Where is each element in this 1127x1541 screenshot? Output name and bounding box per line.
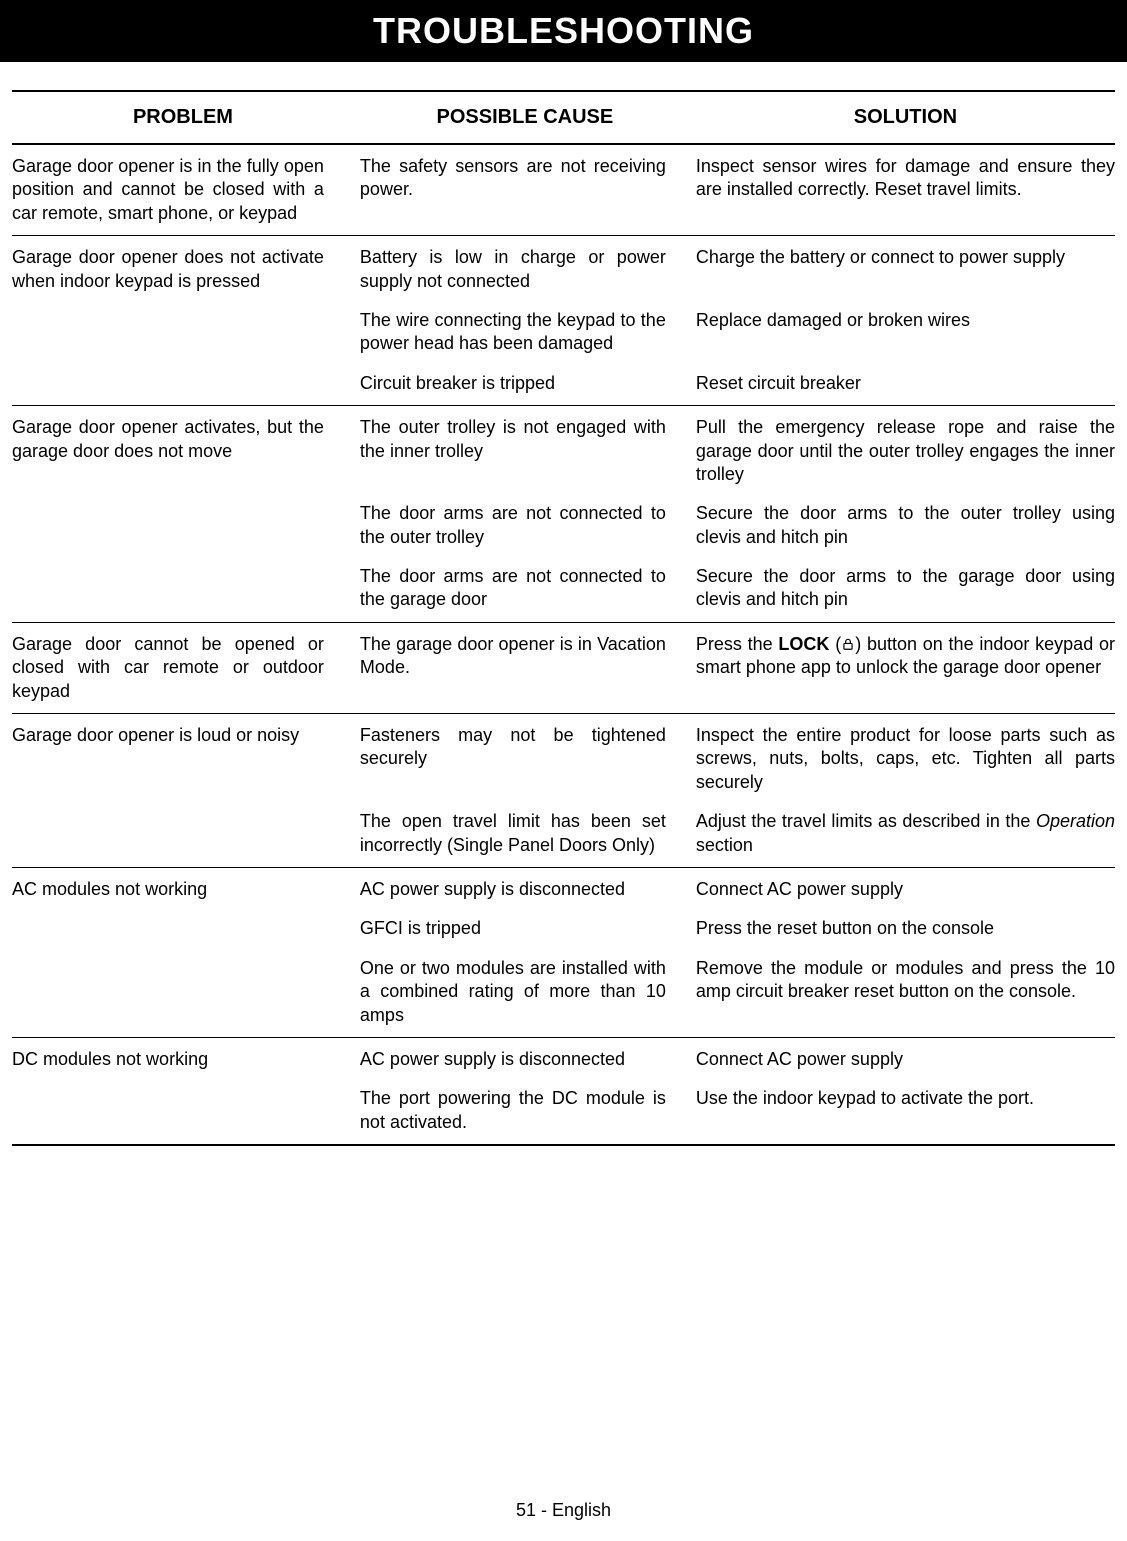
cause-cell: The port powering the DC module is not a… [354,1079,696,1145]
cause-cell: AC power supply is disconnected [354,1037,696,1079]
table-row: Garage door opener is loud or noisyFaste… [12,714,1115,803]
troubleshooting-table: PROBLEM POSSIBLE CAUSE SOLUTION Garage d… [12,90,1115,1146]
cause-cell: Fasteners may not be tightened securely [354,714,696,803]
cause-cell: The outer trolley is not engaged with th… [354,406,696,495]
solution-cell: Inspect the entire product for loose par… [696,714,1115,803]
problem-cell: DC modules not working [12,1037,354,1145]
solution-cell: Use the indoor keypad to activate the po… [696,1079,1115,1145]
problem-cell: Garage door opener activates, but the ga… [12,406,354,622]
problem-cell: Garage door cannot be opened or closed w… [12,622,354,713]
cause-cell: GFCI is tripped [354,909,696,948]
solution-cell: Connect AC power supply [696,1037,1115,1079]
solution-cell: Replace damaged or broken wires [696,301,1115,364]
lock-icon [841,634,855,648]
solution-cell: Remove the module or modules and press t… [696,949,1115,1037]
solution-cell: Press the LOCK () button on the indoor k… [696,622,1115,713]
cause-cell: The safety sensors are not receiving pow… [354,144,696,235]
content-area: PROBLEM POSSIBLE CAUSE SOLUTION Garage d… [0,90,1127,1146]
cause-cell: AC power supply is disconnected [354,867,696,909]
problem-cell: Garage door opener is loud or noisy [12,714,354,867]
solution-cell: Secure the door arms to the garage door … [696,557,1115,622]
table-row: Garage door cannot be opened or closed w… [12,622,1115,713]
table-row: DC modules not workingAC power supply is… [12,1037,1115,1079]
cause-cell: The door arms are not connected to the o… [354,494,696,557]
cause-cell: Battery is low in charge or power supply… [354,236,696,301]
page-footer: 51 - English [0,1500,1127,1521]
table-body: Garage door opener is in the fully open … [12,144,1115,1145]
solution-cell: Press the reset button on the console [696,909,1115,948]
col-problem: PROBLEM [12,91,354,144]
cause-cell: The garage door opener is in Vacation Mo… [354,622,696,713]
solution-cell: Reset circuit breaker [696,364,1115,405]
cause-cell: The wire connecting the keypad to the po… [354,301,696,364]
page-title: TROUBLESHOOTING [0,0,1127,62]
table-row: Garage door opener activates, but the ga… [12,406,1115,495]
problem-cell: Garage door opener does not activate whe… [12,236,354,405]
col-cause: POSSIBLE CAUSE [354,91,696,144]
table-row: AC modules not workingAC power supply is… [12,867,1115,909]
solution-cell: Pull the emergency release rope and rais… [696,406,1115,495]
table-row: Garage door opener does not activate whe… [12,236,1115,301]
problem-cell: AC modules not working [12,867,354,1036]
solution-cell: Secure the door arms to the outer trolle… [696,494,1115,557]
cause-cell: The door arms are not connected to the g… [354,557,696,622]
solution-cell: Inspect sensor wires for damage and ensu… [696,144,1115,235]
cause-cell: The open travel limit has been set incor… [354,802,696,867]
cause-cell: One or two modules are installed with a … [354,949,696,1037]
solution-cell: Charge the battery or connect to power s… [696,236,1115,301]
solution-cell: Adjust the travel limits as described in… [696,802,1115,867]
problem-cell: Garage door opener is in the fully open … [12,144,354,235]
table-row: Garage door opener is in the fully open … [12,144,1115,235]
solution-cell: Connect AC power supply [696,867,1115,909]
table-header-row: PROBLEM POSSIBLE CAUSE SOLUTION [12,91,1115,144]
col-solution: SOLUTION [696,91,1115,144]
cause-cell: Circuit breaker is tripped [354,364,696,405]
